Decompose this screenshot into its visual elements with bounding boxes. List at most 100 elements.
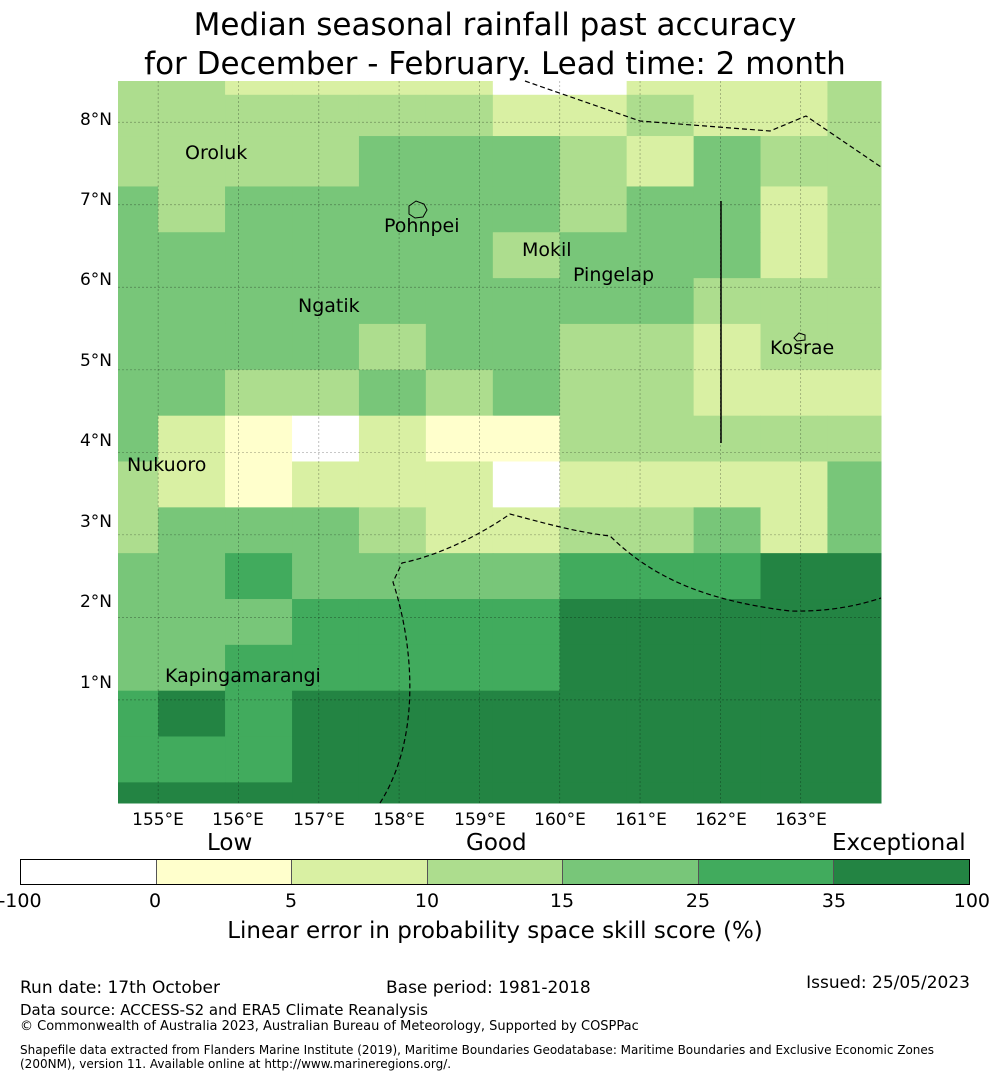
- legend-quality-exceptional: Exceptional: [832, 830, 966, 856]
- map-cell: [559, 94, 628, 137]
- map-cell: [492, 599, 561, 646]
- lon-label: 158°E: [373, 810, 425, 830]
- lat-label: 3°N: [79, 512, 112, 532]
- map-cell: [118, 690, 159, 737]
- map-cell: [827, 553, 882, 600]
- map-cell: [118, 323, 159, 371]
- map-cell: [225, 599, 293, 646]
- map-cell: [559, 553, 628, 600]
- map-cell: [425, 690, 494, 737]
- map-cell: [492, 323, 561, 371]
- map-cell: [559, 369, 628, 417]
- map-cell: [158, 186, 226, 233]
- lat-label: 8°N: [79, 110, 112, 130]
- base-period: Base period: 1981-2018: [386, 978, 591, 998]
- map-cell: [760, 232, 828, 279]
- map-cell: [693, 507, 762, 554]
- map-cell: [626, 690, 695, 737]
- map-cell: [225, 186, 293, 233]
- map-cell: [425, 507, 494, 554]
- place-label-pohnpei: Pohnpei: [384, 215, 460, 237]
- chart-title-line-1: Median seasonal rainfall past accuracy: [193, 7, 797, 43]
- colorbar-swatch: [698, 860, 835, 884]
- map-cell: [626, 782, 695, 804]
- map-cell: [292, 736, 360, 783]
- map-cell: [358, 94, 427, 137]
- map-cell: [358, 553, 427, 600]
- map-cell: [225, 278, 293, 325]
- map-cell: [158, 136, 226, 187]
- map-cell: [693, 415, 762, 462]
- colorbar-swatch: [427, 860, 564, 884]
- map-cell: [292, 136, 360, 187]
- map-cell: [626, 461, 695, 508]
- map-cell: [559, 461, 628, 508]
- map-cell: [559, 186, 628, 233]
- map-cell: [693, 782, 762, 804]
- map-cell: [693, 81, 762, 96]
- map-cell: [358, 186, 427, 233]
- map-cell: [559, 599, 628, 646]
- map-cell: [358, 782, 427, 804]
- map-cell: [626, 369, 695, 417]
- map-cell: [358, 690, 427, 737]
- map-cell: [559, 644, 628, 692]
- map-cell: [760, 644, 828, 692]
- map-cell: [492, 736, 561, 783]
- map-cell: [118, 278, 159, 325]
- map-cell: [626, 94, 695, 137]
- map-cell: [559, 690, 628, 737]
- map-cell: [158, 278, 226, 325]
- map-cell: [225, 81, 293, 96]
- map-cell: [358, 369, 427, 417]
- map-cell: [760, 136, 828, 187]
- map-cell: [559, 415, 628, 462]
- map-cell: [760, 553, 828, 600]
- map-cell: [225, 323, 293, 371]
- map-cell: [225, 94, 293, 137]
- map-cell: [559, 323, 628, 371]
- map-cell: [559, 278, 628, 325]
- place-label-ngatik: Ngatik: [298, 295, 360, 317]
- place-label-mokil: Mokil: [522, 239, 572, 261]
- map-cell: [693, 186, 762, 233]
- pohnpei-island-icon: [408, 200, 428, 219]
- map-cell: [760, 782, 828, 804]
- map-cell: [425, 736, 494, 783]
- map-cell: [118, 81, 159, 96]
- colorbar-tick: 10: [414, 890, 440, 912]
- map-cell: [358, 415, 427, 462]
- map-cell: [626, 553, 695, 600]
- map-cell: [827, 415, 882, 462]
- map-cell: [693, 136, 762, 187]
- map-cell: [292, 507, 360, 554]
- colorbar-tick: 0: [148, 890, 162, 912]
- map-cell: [118, 369, 159, 417]
- map-cell: [358, 736, 427, 783]
- map-cell: [358, 644, 427, 692]
- map-cell: [225, 553, 293, 600]
- map-cell: [118, 461, 159, 508]
- map-cell: [693, 278, 762, 325]
- map-cell: [827, 278, 882, 325]
- map-cell: [292, 278, 360, 325]
- map-cell: [425, 782, 494, 804]
- graticule: [118, 81, 881, 803]
- map-cell: [358, 81, 427, 96]
- map-cell: [292, 81, 360, 96]
- map-cell: [292, 94, 360, 137]
- map-cell: [760, 81, 828, 96]
- map-cell: [118, 415, 159, 462]
- map-cell: [292, 690, 360, 737]
- colorbar-label: Linear error in probability space skill …: [227, 918, 763, 944]
- lon-label: 156°E: [212, 810, 264, 830]
- map-cell: [492, 782, 561, 804]
- map-cell: [492, 690, 561, 737]
- map-cell: [158, 782, 226, 804]
- lat-label: 5°N: [79, 351, 112, 371]
- map-cell: [559, 782, 628, 804]
- map-cell: [760, 369, 828, 417]
- place-label-nukuoro: Nukuoro: [127, 454, 207, 476]
- map-cell: [492, 644, 561, 692]
- map-cell: [358, 232, 427, 279]
